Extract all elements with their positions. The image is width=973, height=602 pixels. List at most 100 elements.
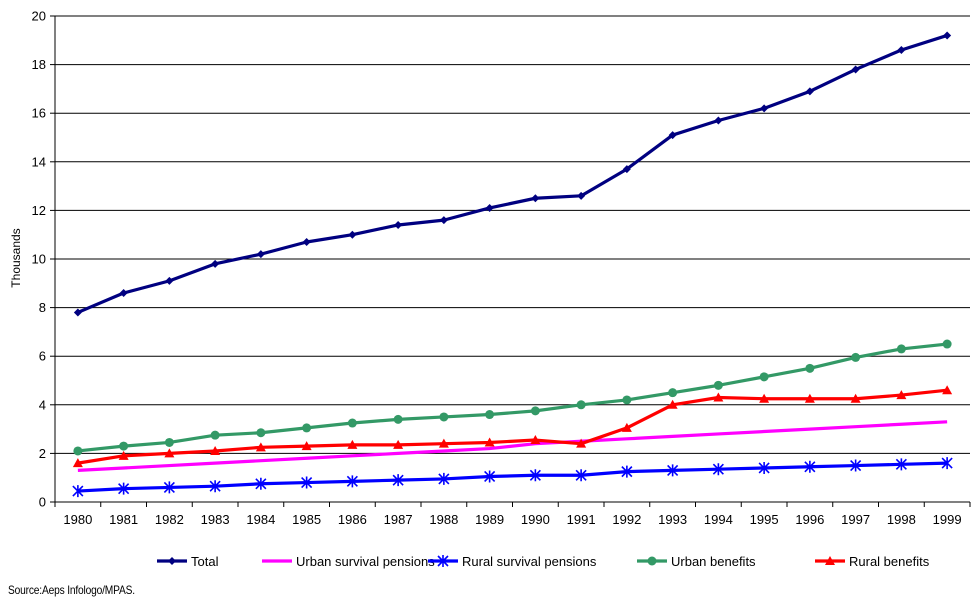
data-point xyxy=(347,418,357,428)
data-point xyxy=(72,458,83,468)
x-tick-label: 1982 xyxy=(155,512,184,527)
legend-marker xyxy=(647,556,657,566)
data-point xyxy=(256,428,266,438)
legend-item: Rural benefits xyxy=(815,554,930,569)
data-point xyxy=(759,393,770,403)
legend: Total Urban survival pensions Rural surviv… xyxy=(157,554,930,569)
axes xyxy=(50,15,971,507)
data-point xyxy=(211,259,220,268)
x-tick-labels: 1980 1981 1982 1983 1984 1985 1986 1987 1988 1989… xyxy=(63,512,961,527)
data-point xyxy=(850,459,862,472)
legend-label: Rural benefits xyxy=(849,554,930,569)
data-point xyxy=(805,87,814,96)
gridlines xyxy=(55,15,970,454)
data-point xyxy=(529,469,541,482)
y-tick-label: 12 xyxy=(32,203,46,218)
legend-marker xyxy=(437,555,449,567)
y-tick-label: 14 xyxy=(32,154,46,169)
legend-label: Rural survival pensions xyxy=(462,554,597,569)
x-tick-label: 1998 xyxy=(887,512,916,527)
data-point xyxy=(805,363,815,373)
x-tick-label: 1985 xyxy=(292,512,321,527)
legend-label: Urban benefits xyxy=(671,554,756,569)
data-point xyxy=(392,474,404,487)
x-tick-label: 1988 xyxy=(429,512,458,527)
data-point xyxy=(758,461,770,474)
data-point xyxy=(118,450,129,460)
data-point xyxy=(942,339,952,349)
series-urban-benefits xyxy=(73,339,952,456)
x-tick-label: 1989 xyxy=(475,512,504,527)
data-point xyxy=(575,469,587,482)
data-point xyxy=(484,470,496,483)
data-point xyxy=(210,430,220,440)
x-tick-label: 1997 xyxy=(841,512,870,527)
legend-item: Urban benefits xyxy=(637,554,756,569)
x-tick-label: 1999 xyxy=(933,512,962,527)
data-point xyxy=(302,237,311,246)
x-tick-label: 1986 xyxy=(338,512,367,527)
data-point xyxy=(209,480,221,493)
data-point xyxy=(165,276,174,285)
data-point xyxy=(896,344,906,354)
data-point xyxy=(576,400,586,410)
legend-item: Urban survival pensions xyxy=(262,554,435,569)
data-point xyxy=(73,446,83,456)
data-point xyxy=(210,445,221,455)
data-point xyxy=(118,482,130,495)
series-line xyxy=(77,33,948,314)
data-point xyxy=(713,392,724,402)
data-point xyxy=(438,438,449,448)
data-point xyxy=(622,165,631,174)
data-point xyxy=(302,423,312,433)
data-point xyxy=(255,442,266,452)
data-point xyxy=(804,460,816,473)
series-line xyxy=(77,420,948,473)
data-point xyxy=(485,410,495,420)
data-point xyxy=(667,464,679,477)
x-tick-label: 1993 xyxy=(658,512,687,527)
data-point xyxy=(804,393,815,403)
legend-label: Total xyxy=(191,554,219,569)
data-point xyxy=(941,457,953,470)
series-line xyxy=(77,388,948,465)
data-point xyxy=(393,414,403,424)
x-tick-label: 1983 xyxy=(201,512,230,527)
data-point xyxy=(714,116,723,125)
x-tick-label: 1990 xyxy=(521,512,550,527)
data-point xyxy=(895,458,907,471)
data-point xyxy=(164,448,175,458)
series-layer xyxy=(72,31,953,498)
series-line xyxy=(77,342,948,453)
data-point xyxy=(851,65,860,74)
series-urban-survival-pensions xyxy=(77,420,948,473)
data-point xyxy=(301,441,312,451)
legend-marker xyxy=(825,556,835,565)
data-point xyxy=(712,463,724,476)
data-point xyxy=(621,422,632,432)
data-point xyxy=(621,465,633,478)
legend-item: Total xyxy=(157,554,219,569)
data-point xyxy=(622,395,632,405)
x-tick-label: 1981 xyxy=(109,512,138,527)
y-tick-label: 8 xyxy=(39,300,46,315)
data-point xyxy=(484,437,495,447)
data-point xyxy=(438,472,450,485)
series-rural-benefits xyxy=(72,385,953,468)
x-tick-label: 1984 xyxy=(246,512,275,527)
x-tick-label: 1991 xyxy=(567,512,596,527)
series-line xyxy=(77,461,948,493)
data-point xyxy=(348,230,357,239)
data-point xyxy=(759,372,769,382)
y-tick-label: 16 xyxy=(32,106,46,121)
legend-marker xyxy=(168,557,176,565)
legend-item: Rural survival pensions xyxy=(428,554,597,569)
series-total xyxy=(73,31,952,317)
data-point xyxy=(850,393,861,403)
data-point xyxy=(163,481,175,494)
data-point xyxy=(530,406,540,416)
y-tick-labels: 0 2 4 6 8 10 12 14 16 18 20 xyxy=(32,9,46,510)
data-point xyxy=(394,220,403,229)
data-point xyxy=(576,438,587,448)
